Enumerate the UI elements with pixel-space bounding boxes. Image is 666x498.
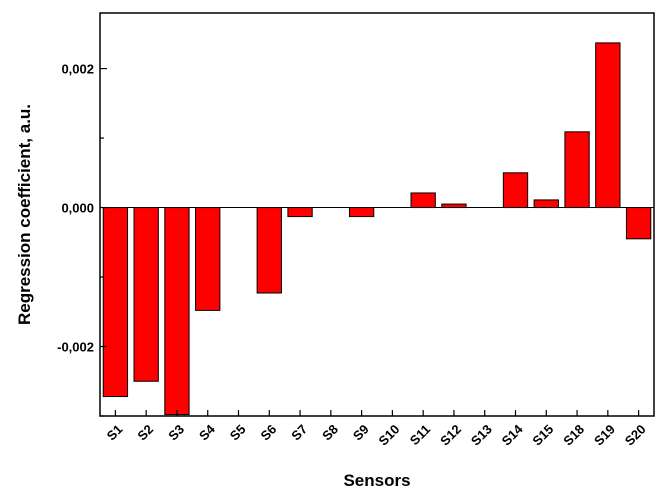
x-tick-label-s12: S12 [437,422,464,449]
y-axis-title: Regression coefficient, a.u. [15,104,34,325]
bar-s19 [595,42,621,209]
bar-s15 [533,199,559,209]
bar-s9 [348,207,375,218]
plot-frame [99,12,655,417]
bars-layer [102,42,652,416]
y-axis: -0,002 0,000 0,002 [57,62,107,417]
bar-s7 [287,207,313,218]
x-tick-label-s4: S4 [196,421,218,443]
x-tick-label-s2: S2 [134,422,156,444]
x-tick-label-s11: S11 [407,422,433,448]
x-tick-label-s18: S18 [560,422,587,449]
x-tick-label-s8: S8 [319,422,341,444]
x-tick-label-s14: S14 [499,421,527,449]
x-tick-label-s1: S1 [104,422,126,444]
bar-s11 [410,192,436,209]
bar-s6 [256,207,282,294]
bar-s4 [195,207,221,311]
x-tick-label-s13: S13 [468,422,495,449]
bar-s18 [564,131,590,209]
x-tick-label-s10: S10 [376,422,403,449]
bar-s14 [502,172,529,209]
x-tick-label-s5: S5 [227,422,249,444]
x-tick-label-s19: S19 [591,422,618,449]
y-tick-label: 0,002 [61,62,94,77]
x-tick-label-s6: S6 [258,422,280,444]
x-tick-label-s15: S15 [529,422,556,449]
x-tick-label-s20: S20 [622,422,649,449]
y-tick-label: 0,000 [61,201,94,216]
bar-s2 [133,207,159,382]
y-tick-label: -0,002 [57,340,94,355]
bar-s12 [441,203,467,209]
x-tick-label-s7: S7 [288,422,310,444]
bar-s20 [625,207,652,240]
bar-s3 [164,207,190,416]
bar-s1 [102,207,129,398]
x-tick-label-s9: S9 [350,422,372,444]
x-axis-title: Sensors [343,471,410,490]
x-tick-label-s3: S3 [165,422,187,444]
